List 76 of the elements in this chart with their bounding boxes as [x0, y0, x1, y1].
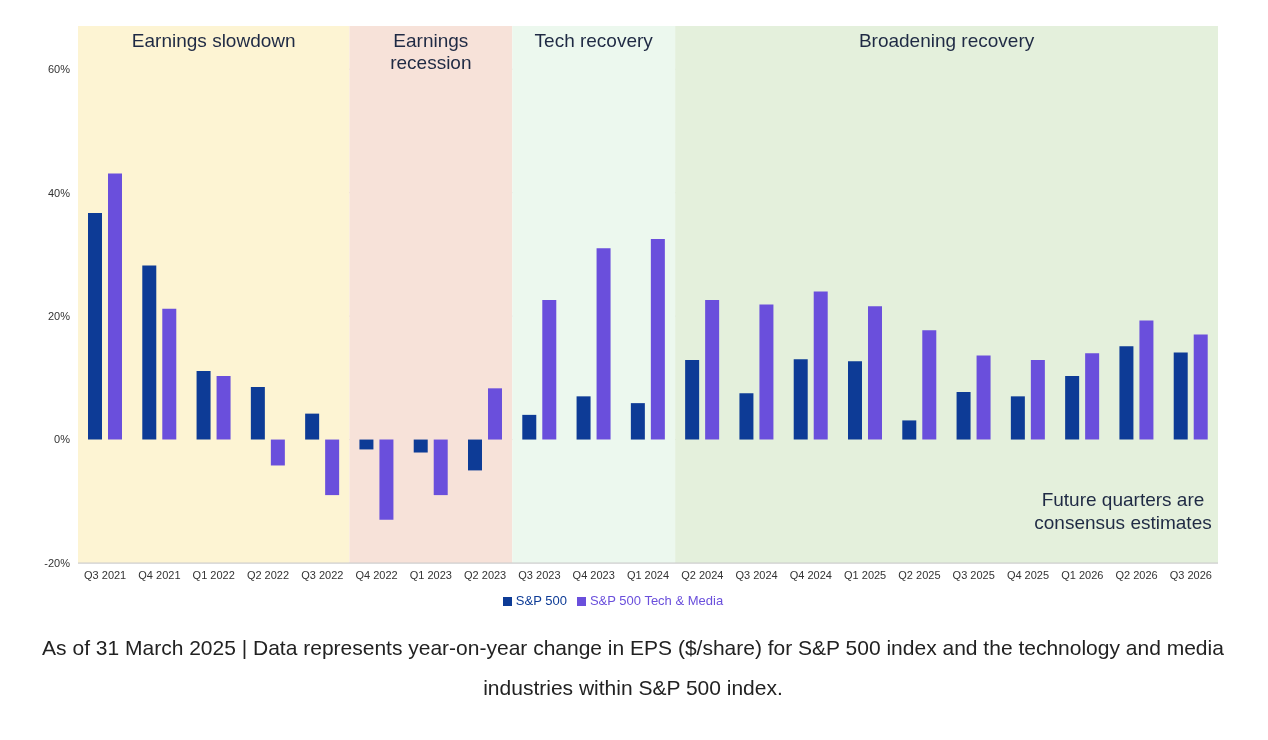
bar	[976, 355, 991, 440]
x-tick-label: Q2 2023	[464, 568, 507, 581]
x-tick-label: Q3 2025	[952, 568, 995, 581]
bar	[1030, 359, 1045, 440]
bar	[596, 248, 611, 440]
x-tick-label: Q4 2023	[572, 568, 615, 581]
bar	[630, 403, 645, 440]
x-tick-label: Q4 2024	[789, 568, 832, 581]
legend-label: S&P 500 Tech & Media	[589, 593, 724, 608]
bar	[1119, 346, 1134, 440]
bar	[542, 300, 557, 440]
legend-label: S&P 500	[515, 593, 567, 608]
bar	[685, 359, 700, 440]
bar	[848, 361, 862, 440]
x-tick-label: Q1 2023	[409, 568, 452, 581]
bar	[813, 291, 828, 440]
bar	[270, 439, 285, 466]
bar	[433, 439, 448, 496]
band-label: Tech recovery	[534, 30, 654, 52]
x-tick-label: Q3 2022	[301, 568, 344, 581]
bar	[216, 375, 231, 440]
y-tick-label: 40%	[47, 186, 71, 199]
bar	[108, 173, 122, 440]
bar	[576, 396, 591, 440]
bar	[759, 304, 774, 440]
text: As of 31 March 2025 | Data represents year-on-year change in EPS ($/share) for S&P 500 index and the technology and media industries within S&P 500 index.	[41, 635, 1225, 701]
band-label: Earnings slowdown	[131, 30, 296, 52]
x-tick-label: Q1 2025	[844, 568, 887, 581]
bar	[522, 414, 537, 440]
annotation: Future quarters are consensus estimates	[1033, 488, 1213, 534]
x-tick-label: Q3 2026	[1169, 568, 1212, 581]
y-tick-label: 0%	[54, 433, 71, 446]
band-label: Broadening recovery	[858, 30, 1035, 52]
x-tick-label: Q3 2021	[84, 568, 127, 581]
bar	[705, 300, 720, 440]
bar	[250, 387, 265, 440]
bar	[196, 371, 211, 440]
bar	[1065, 375, 1080, 440]
bar	[868, 306, 882, 440]
bar	[1193, 334, 1208, 440]
x-tick-label: Q1 2022	[192, 568, 235, 581]
bar	[922, 330, 937, 440]
x-tick-label: Q3 2024	[735, 568, 778, 581]
x-tick-label: Q4 2022	[355, 568, 398, 581]
bar	[793, 359, 808, 440]
bar	[956, 392, 971, 440]
bar	[1010, 396, 1025, 440]
bar	[379, 439, 394, 520]
x-tick-label: Q1 2026	[1061, 568, 1104, 581]
x-tick-label: Q2 2026	[1115, 568, 1158, 581]
bar	[902, 420, 917, 440]
bar	[1085, 353, 1100, 440]
x-tick-label: Q3 2023	[518, 568, 561, 581]
x-tick-label: Q1 2024	[626, 568, 670, 581]
bar	[1173, 352, 1188, 440]
bar	[650, 238, 665, 440]
bar	[488, 388, 502, 440]
bar	[162, 308, 177, 440]
bar	[305, 413, 320, 440]
bar	[142, 265, 157, 440]
x-tick-label: Q2 2022	[246, 568, 290, 581]
y-tick-label: 20%	[47, 310, 71, 323]
bar	[359, 439, 374, 450]
x-tick-label: Q4 2021	[138, 568, 181, 581]
y-tick-label: 60%	[47, 63, 71, 76]
bar	[325, 439, 340, 496]
x-tick-label: Q4 2025	[1006, 568, 1050, 581]
bar	[88, 213, 102, 440]
bar	[413, 439, 428, 453]
bar	[468, 439, 482, 471]
bar	[739, 393, 754, 440]
band-label: Earnings recession	[390, 30, 472, 74]
x-tick-label: Q2 2025	[898, 568, 941, 581]
bar	[1139, 320, 1154, 440]
x-tick-label: Q2 2024	[681, 568, 724, 581]
y-tick-label: -20%	[44, 556, 71, 569]
